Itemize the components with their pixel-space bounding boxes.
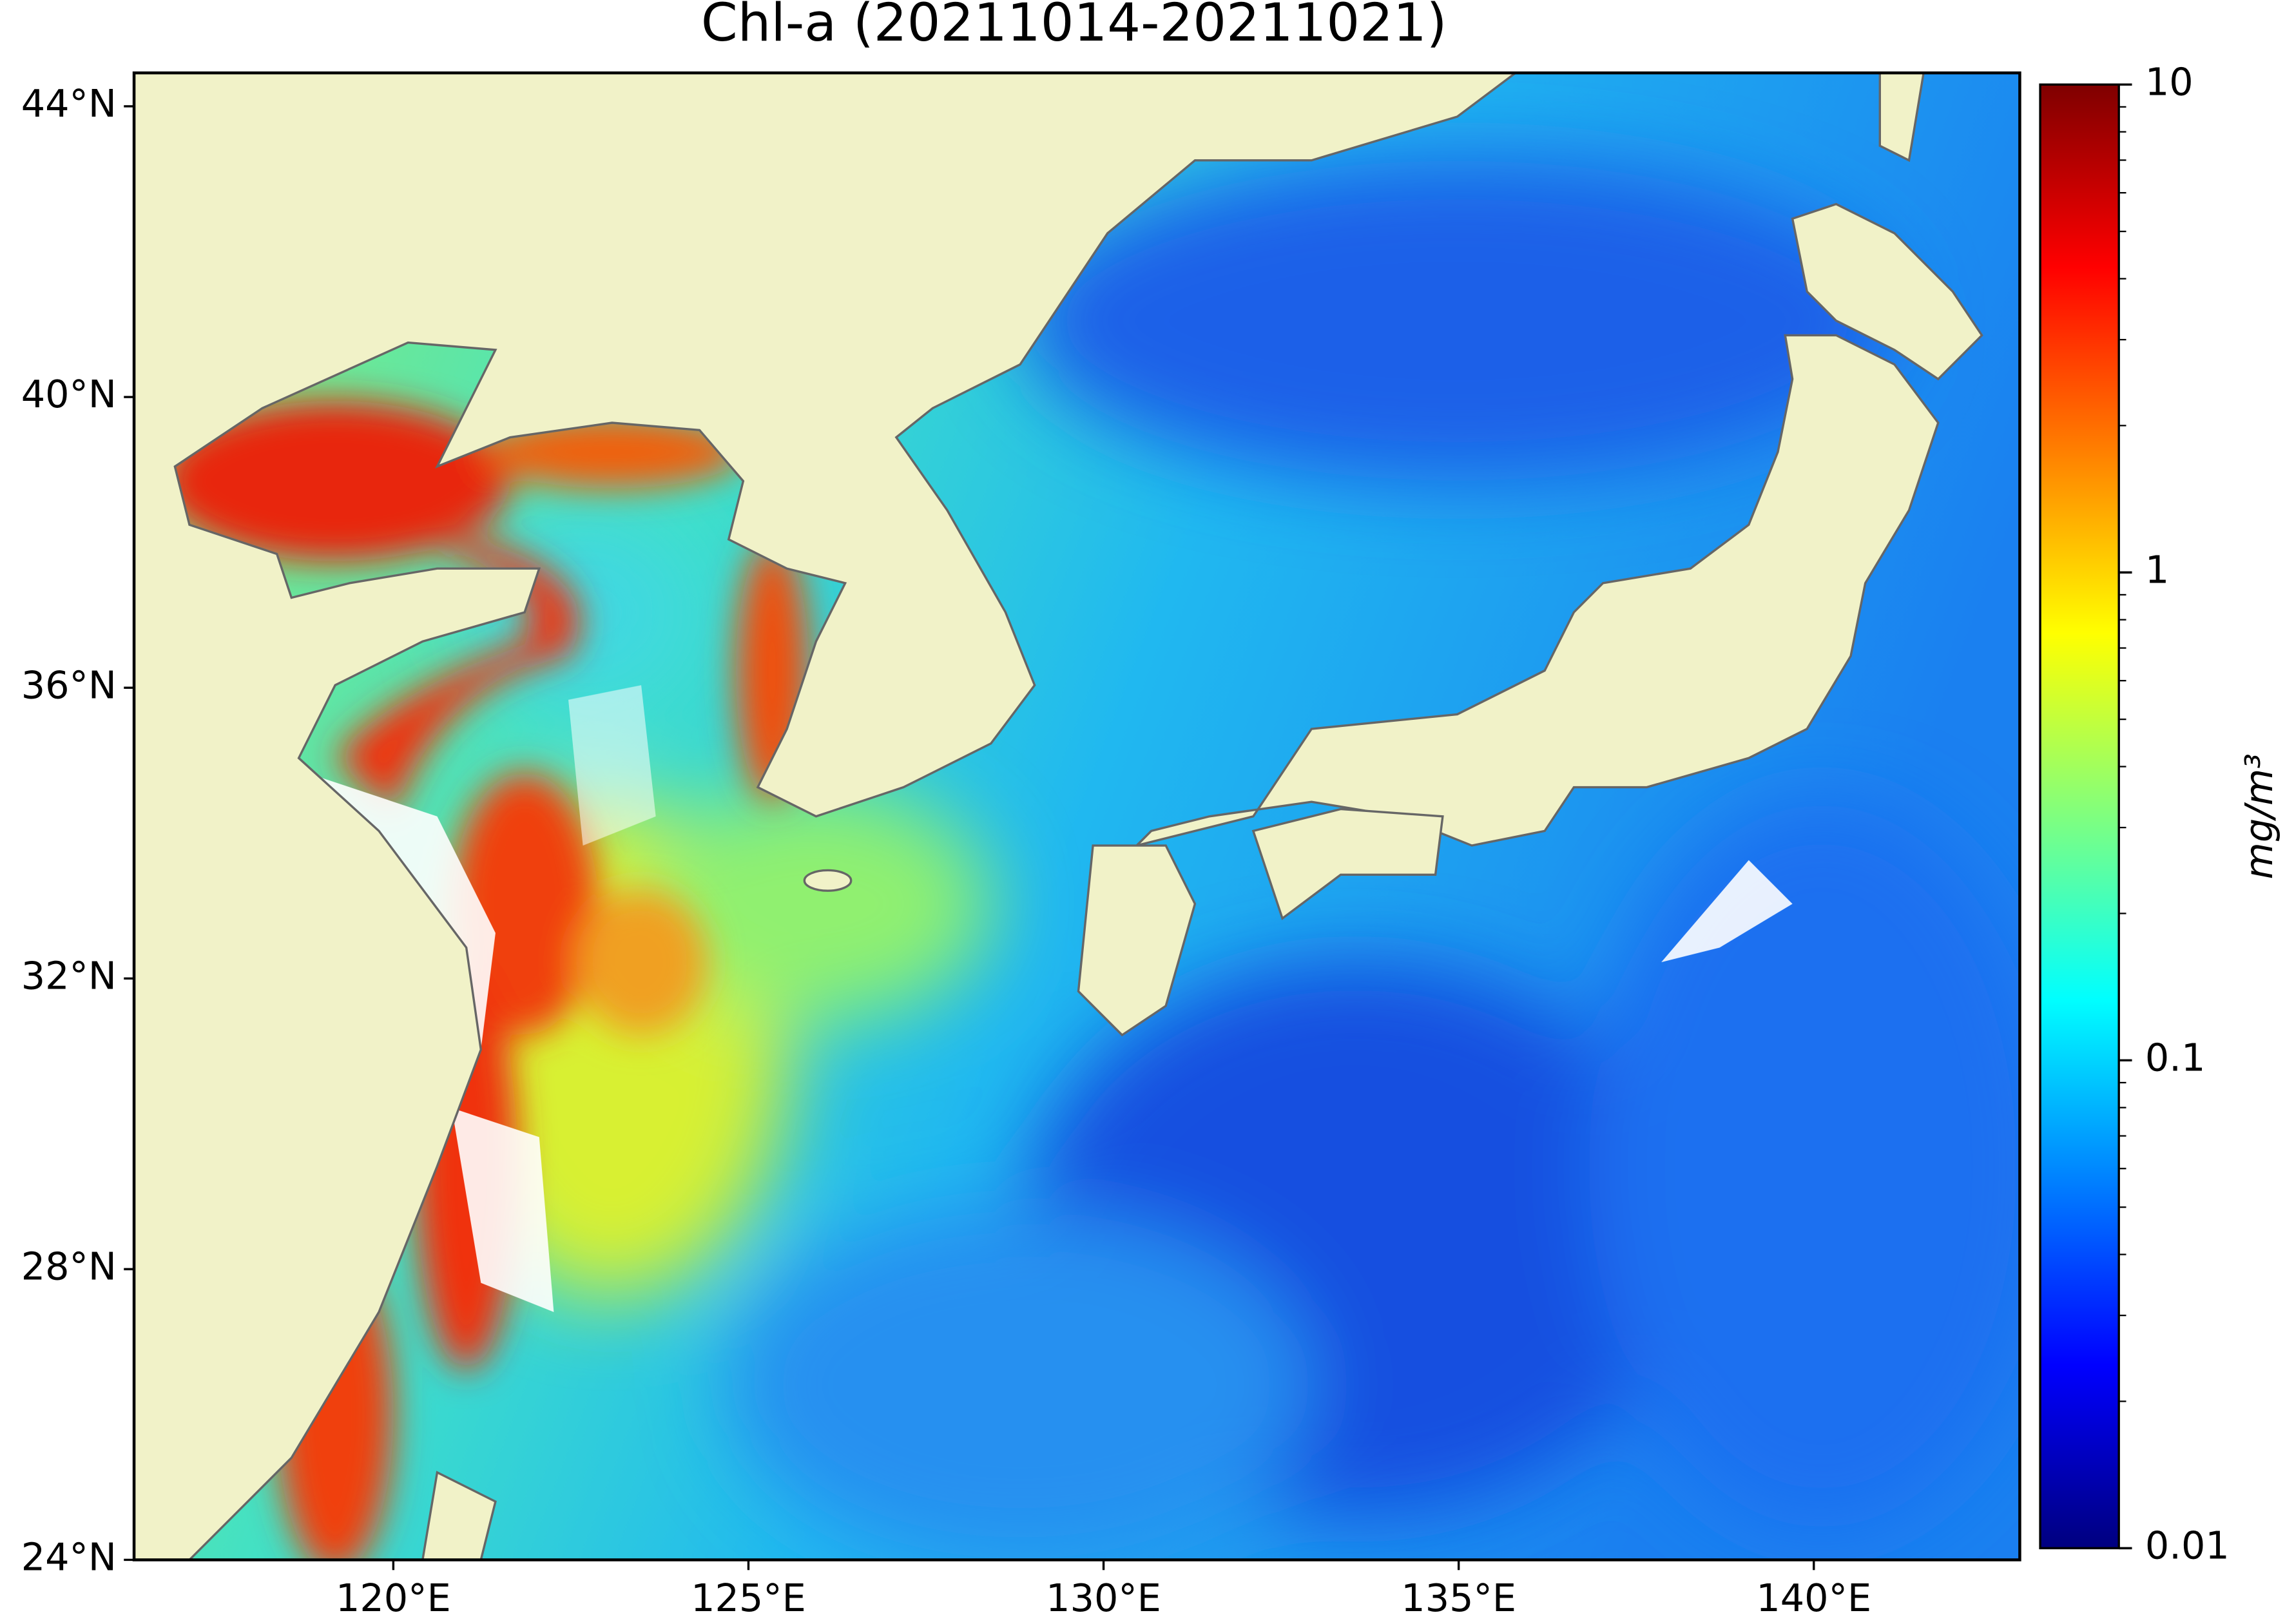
y-tick-label: 40°N	[21, 372, 117, 416]
map-title: Chl-a (20211014-20211021)	[701, 0, 1447, 53]
x-tick-label: 140°E	[1756, 1576, 1871, 1620]
land	[134, 73, 1983, 1560]
y-tick-label: 44°N	[21, 81, 117, 126]
y-tick-label: 32°N	[21, 953, 117, 998]
colorbar-tick-label: 10	[2145, 59, 2193, 104]
colorbar	[2039, 83, 2120, 1550]
colorbar-tick-label: 0.1	[2145, 1035, 2206, 1079]
y-tick-label: 36°N	[21, 662, 117, 707]
colorbar-tick-label: 0.01	[2145, 1523, 2230, 1567]
x-tick-label: 135°E	[1401, 1576, 1516, 1620]
x-tick-label: 120°E	[336, 1576, 451, 1620]
plot-frame	[132, 71, 2021, 1561]
map-area	[134, 73, 2020, 1560]
x-tick-label: 130°E	[1046, 1576, 1161, 1620]
y-tick-label: 24°N	[21, 1535, 117, 1580]
colorbar-tick-label: 1	[2145, 547, 2169, 592]
y-tick-label: 28°N	[21, 1244, 117, 1288]
x-tick-label: 125°E	[691, 1576, 806, 1620]
colorbar-label: mg/m³	[2237, 753, 2281, 879]
